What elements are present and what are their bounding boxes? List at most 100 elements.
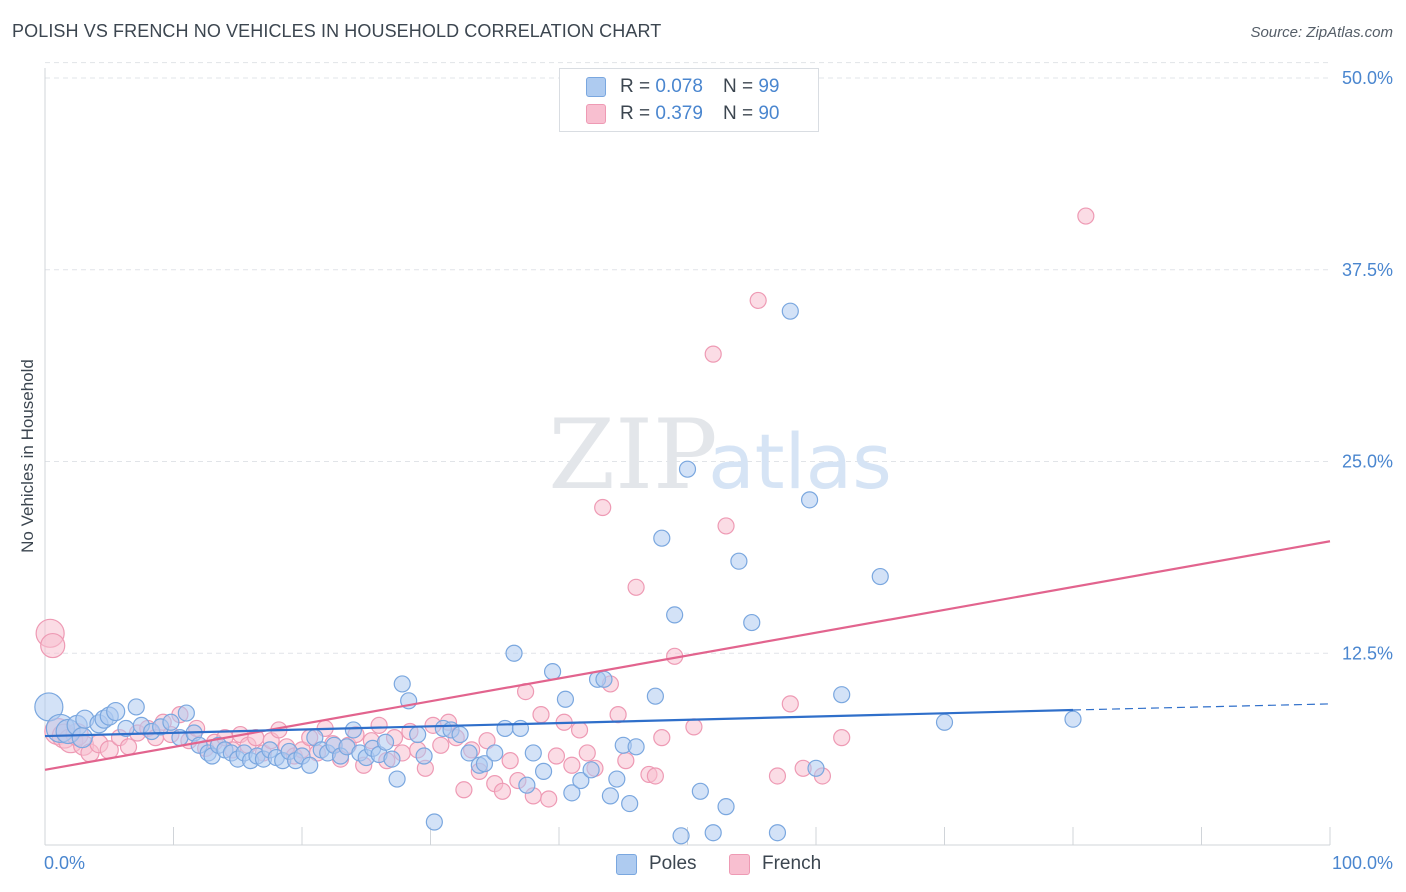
- poles-point: [388, 770, 406, 788]
- poles-point: [460, 744, 478, 762]
- poles-point: [177, 704, 195, 722]
- french-point: [768, 767, 787, 785]
- poles-point: [162, 713, 180, 731]
- legend-n-label: N =: [722, 76, 754, 97]
- watermark: ZIP atlas: [548, 399, 891, 511]
- poles-point: [807, 759, 825, 777]
- french-point: [119, 738, 138, 756]
- poles-point: [556, 690, 575, 708]
- poles-point: [717, 798, 735, 816]
- y-tick-label: 25.0%: [1342, 452, 1393, 472]
- poles-point: [486, 744, 504, 762]
- source-label: Source: ZipAtlas.com: [1250, 24, 1393, 41]
- french-point: [501, 752, 519, 770]
- french-trend-line: [44, 540, 1331, 771]
- poles-point: [496, 719, 514, 738]
- poles-point: [627, 738, 645, 756]
- poles-point: [572, 771, 590, 790]
- legend-n-label: N =: [722, 103, 754, 124]
- poles-point: [415, 747, 433, 765]
- poles-point: [601, 787, 620, 805]
- chart-title: POLISH VS FRENCH NO VEHICLES IN HOUSEHOL…: [12, 21, 662, 41]
- y-tick-label: 12.5%: [1342, 643, 1393, 663]
- bottom-legend-label-french: French: [762, 853, 822, 874]
- poles-point: [768, 824, 787, 842]
- bottom-legend-label-poles: Poles: [649, 853, 697, 874]
- poles-point: [646, 687, 664, 705]
- poles-point: [595, 670, 613, 688]
- french-point: [532, 706, 550, 724]
- poles-point: [383, 750, 401, 768]
- legend-row-poles: R = 0.078 N = 99: [586, 75, 779, 99]
- french-point: [594, 498, 612, 517]
- legend-r-label: R =: [620, 76, 651, 97]
- poles-point: [743, 613, 761, 632]
- french-point: [1077, 207, 1095, 225]
- poles-point: [127, 698, 145, 716]
- watermark-zip: ZIP: [548, 399, 717, 511]
- poles-point: [505, 644, 523, 662]
- poles-point: [935, 713, 954, 731]
- bottom-legend-swatch-poles: [616, 853, 637, 875]
- bottom-legend-swatch-french: [729, 853, 750, 875]
- french-point: [493, 782, 512, 800]
- poles-point: [833, 686, 851, 704]
- poles-point: [543, 663, 562, 681]
- french-point: [833, 729, 851, 747]
- french-point: [646, 767, 664, 785]
- poles-point: [730, 552, 748, 570]
- legend-r-value: 0.379: [655, 103, 703, 124]
- poles-point: [301, 756, 319, 774]
- french-point: [540, 790, 558, 808]
- poles-point: [653, 529, 671, 547]
- legend-swatch-poles: [586, 77, 606, 97]
- x-tick-label: 100.0%: [1332, 853, 1393, 873]
- legend-row-french: R = 0.379 N = 90: [586, 102, 779, 126]
- legend-n-value: 99: [758, 76, 780, 97]
- poles-point: [409, 725, 427, 744]
- french-point: [704, 345, 722, 363]
- french-point: [370, 716, 388, 734]
- poles-point: [781, 302, 799, 320]
- poles-trend-line: [44, 708, 1074, 738]
- y-tick-label: 50.0%: [1342, 68, 1393, 88]
- trend-lines: [44, 540, 1331, 771]
- french-point: [455, 781, 473, 799]
- poles-trend-extension: [1072, 703, 1331, 711]
- french-point: [717, 517, 735, 535]
- french-point: [570, 721, 589, 739]
- stats-legend: R = 0.078 N = 99 R = 0.379 N = 90: [559, 68, 819, 132]
- poles-point: [425, 813, 443, 831]
- poles-point: [534, 762, 553, 780]
- poles-point: [678, 460, 697, 478]
- poles-point: [393, 675, 411, 693]
- grid-layer: [45, 62, 1330, 654]
- french-point: [781, 695, 799, 713]
- legend-swatch-french: [586, 104, 606, 124]
- x-tick-label: 0.0%: [44, 853, 85, 873]
- legend-r-label: R =: [620, 103, 651, 124]
- poles-point: [608, 770, 626, 788]
- poles-point: [518, 776, 536, 794]
- french-point: [578, 744, 596, 762]
- poles-points: [34, 302, 1082, 845]
- legend-r-value: 0.078: [655, 76, 703, 97]
- french-point: [547, 747, 566, 765]
- poles-point: [563, 784, 581, 802]
- watermark-atlas: atlas: [708, 417, 892, 506]
- french-point: [653, 729, 671, 747]
- french-point: [685, 718, 703, 736]
- french-point: [627, 578, 645, 596]
- poles-point: [344, 721, 362, 739]
- poles-point: [1064, 710, 1082, 728]
- poles-point: [376, 733, 395, 751]
- french-point: [40, 632, 66, 659]
- poles-point: [71, 727, 93, 749]
- bottom-legend-poles: Poles: [616, 851, 697, 877]
- french-point: [563, 756, 581, 774]
- legend-n-value: 90: [758, 103, 780, 124]
- poles-point: [704, 824, 722, 842]
- french-point: [617, 752, 635, 770]
- poles-point: [672, 827, 690, 845]
- french-point: [749, 291, 767, 310]
